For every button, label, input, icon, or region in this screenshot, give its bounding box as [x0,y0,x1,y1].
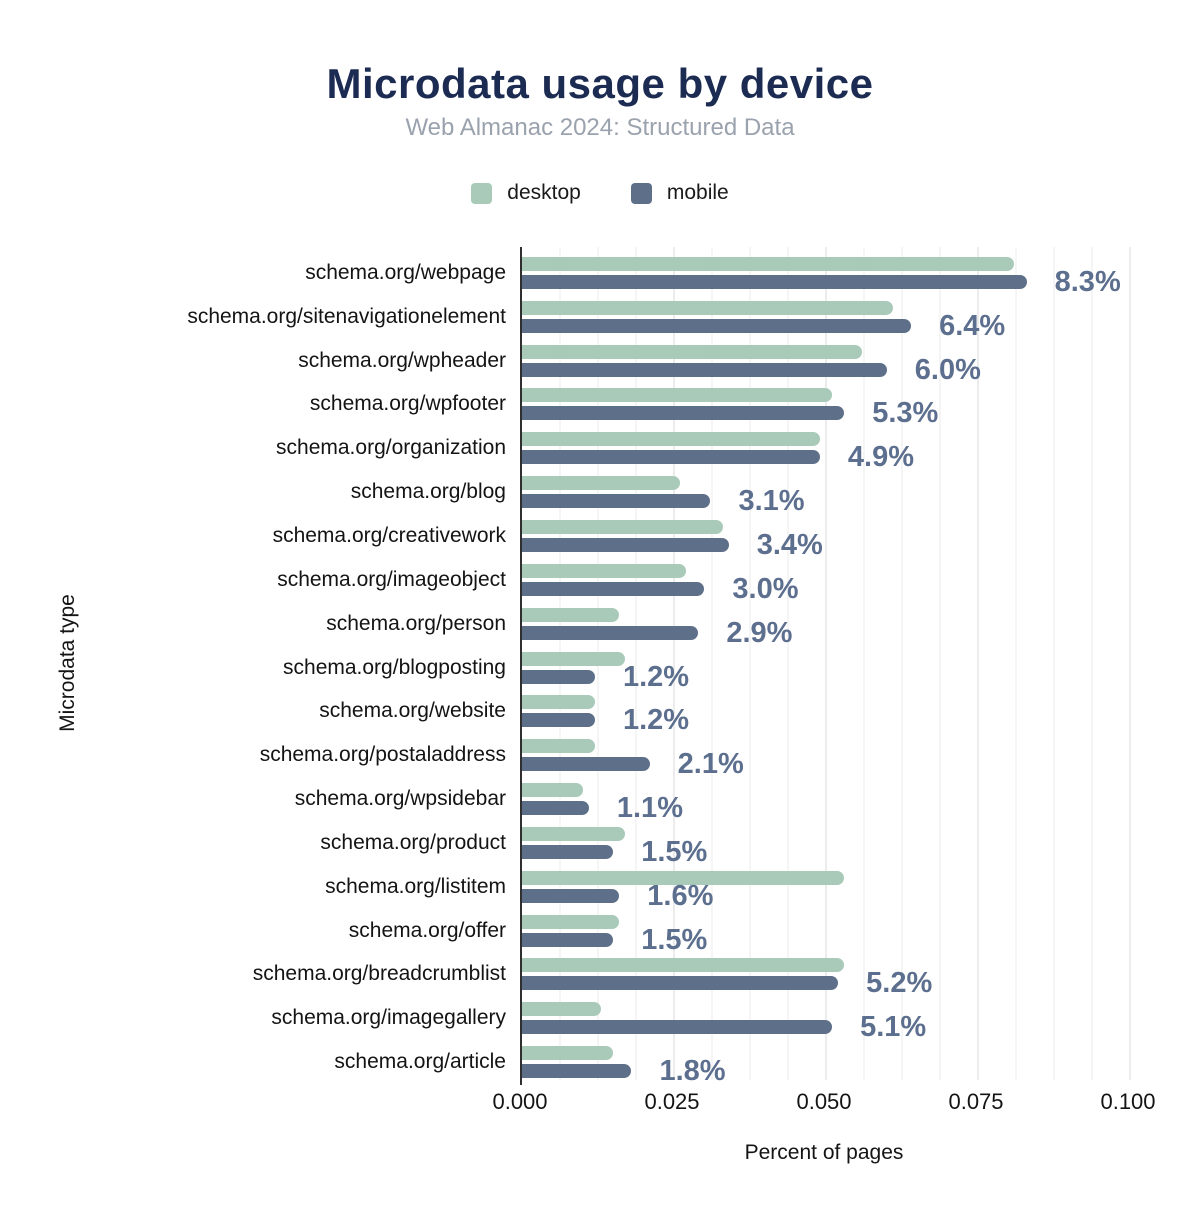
x-tick-label: 0.075 [948,1089,1004,1114]
legend: desktop mobile [0,181,1200,205]
bar-mobile [522,581,705,596]
bar-mobile [522,757,650,772]
bar-desktop [522,739,595,754]
value-label: 2.9% [726,616,793,649]
category-label: schema.org/creativework [272,523,506,547]
bar-desktop [522,695,595,710]
category-label: schema.org/offer [348,918,506,942]
bar-mobile [522,362,887,377]
category-label: schema.org/website [319,699,506,723]
bar-mobile [522,1064,632,1079]
bar-mobile [522,274,1027,289]
bar-desktop [522,870,845,885]
bar-desktop [522,826,626,841]
category-label: schema.org/wpsidebar [294,787,506,811]
bar-mobile [522,713,595,728]
value-label: 5.2% [866,967,933,1000]
category-label: schema.org/imagegallery [271,1006,506,1030]
bar-mobile [522,801,589,816]
category-label: schema.org/breadcrumblist [252,962,506,986]
gridline [1091,247,1093,1080]
bar-desktop [522,256,1015,271]
value-label: 1.6% [647,879,714,912]
category-label: schema.org/postaladdress [259,743,506,767]
x-tick-label: 0.025 [644,1089,700,1114]
bar-desktop [522,1002,602,1017]
gridline [1053,247,1055,1080]
value-label: 1.1% [616,792,683,825]
legend-item-desktop[interactable]: desktop [471,181,581,205]
value-label: 3.1% [738,485,805,518]
category-label: schema.org/product [320,830,506,854]
value-label: 1.5% [641,835,708,868]
bar-desktop [522,1046,614,1061]
bar-desktop [522,388,833,403]
value-label: 1.5% [641,923,708,956]
value-label: 8.3% [1054,265,1121,298]
category-label: schema.org/article [334,1050,506,1074]
legend-label-mobile: mobile [666,181,729,204]
mobile-swatch-icon [630,182,652,204]
x-tick-label: 0.050 [796,1089,852,1114]
bar-mobile [522,932,614,947]
value-label: 6.0% [914,353,981,386]
bar-mobile [522,625,699,640]
value-label: 1.2% [622,660,690,693]
gridline [1015,247,1017,1080]
category-label: schema.org/person [326,611,506,635]
value-label: 3.0% [732,572,799,605]
value-label: 5.3% [872,397,939,430]
bar-desktop [522,651,626,666]
category-label: schema.org/blog [350,480,506,504]
x-tick-label: 0.000 [492,1089,548,1114]
bar-mobile [522,844,614,859]
bar-mobile [522,318,912,333]
plot-area: 8.3% 6.4% 6.0% 5.3% 4.9% 3.1% 3.4% 3.0% 2.9% 1.2%… [520,247,1131,1088]
legend-item-mobile[interactable]: mobile [630,181,729,205]
category-label: schema.org/imageobject [277,567,506,591]
bar-mobile [522,494,711,509]
category-label: schema.org/wpheader [298,348,506,372]
gridline [1129,247,1131,1080]
legend-label-desktop: desktop [507,181,581,204]
bar-desktop [522,476,681,491]
value-label: 1.8% [659,1055,726,1088]
category-label: schema.org/blogposting [283,655,506,679]
bar-desktop [522,914,620,929]
bar-mobile [522,537,729,552]
category-label: schema.org/listitem [325,874,506,898]
bar-desktop [522,344,863,359]
bar-mobile [522,1020,833,1035]
value-label: 4.9% [847,441,915,474]
bar-desktop [522,432,820,447]
chart-subtitle: Web Almanac 2024: Structured Data [405,114,795,141]
category-label: schema.org/webpage [305,260,506,284]
bar-desktop [522,607,620,622]
category-label: schema.org/organization [276,436,506,460]
x-axis-title: Percent of pages [744,1141,904,1164]
bar-desktop [522,958,845,973]
value-label: 1.2% [622,704,690,737]
x-tick-label: 0.100 [1100,1089,1156,1114]
bar-mobile [522,406,845,421]
value-label: 3.4% [756,528,823,561]
value-label: 2.1% [677,748,744,781]
category-label: schema.org/sitenavigationelement [187,304,506,328]
bar-mobile [522,669,595,684]
page-title: Microdata usage by device [326,60,874,107]
gridline [901,247,903,1080]
bar-mobile [522,976,839,991]
category-label: schema.org/wpfooter [309,392,506,416]
value-label: 6.4% [939,309,1006,342]
desktop-swatch-icon [471,182,493,204]
bar-mobile [522,450,820,465]
bar-desktop [522,783,583,798]
bar-desktop [522,300,893,315]
bar-desktop [522,563,687,578]
bar-mobile [522,888,620,903]
value-label: 5.1% [860,1011,927,1044]
bar-desktop [522,519,723,534]
